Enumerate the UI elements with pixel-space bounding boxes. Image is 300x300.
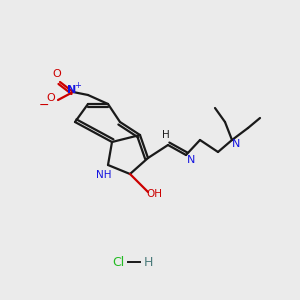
Text: NH: NH bbox=[96, 170, 112, 180]
Text: +: + bbox=[75, 80, 81, 89]
Text: −: − bbox=[39, 98, 49, 112]
Text: H: H bbox=[162, 130, 170, 140]
Text: N: N bbox=[187, 155, 195, 165]
Text: O: O bbox=[46, 93, 56, 103]
Text: H: H bbox=[143, 256, 153, 268]
Text: O: O bbox=[52, 69, 62, 79]
Text: N: N bbox=[232, 139, 240, 149]
Text: N: N bbox=[68, 85, 76, 95]
Text: Cl: Cl bbox=[112, 256, 124, 268]
Text: OH: OH bbox=[146, 189, 162, 199]
